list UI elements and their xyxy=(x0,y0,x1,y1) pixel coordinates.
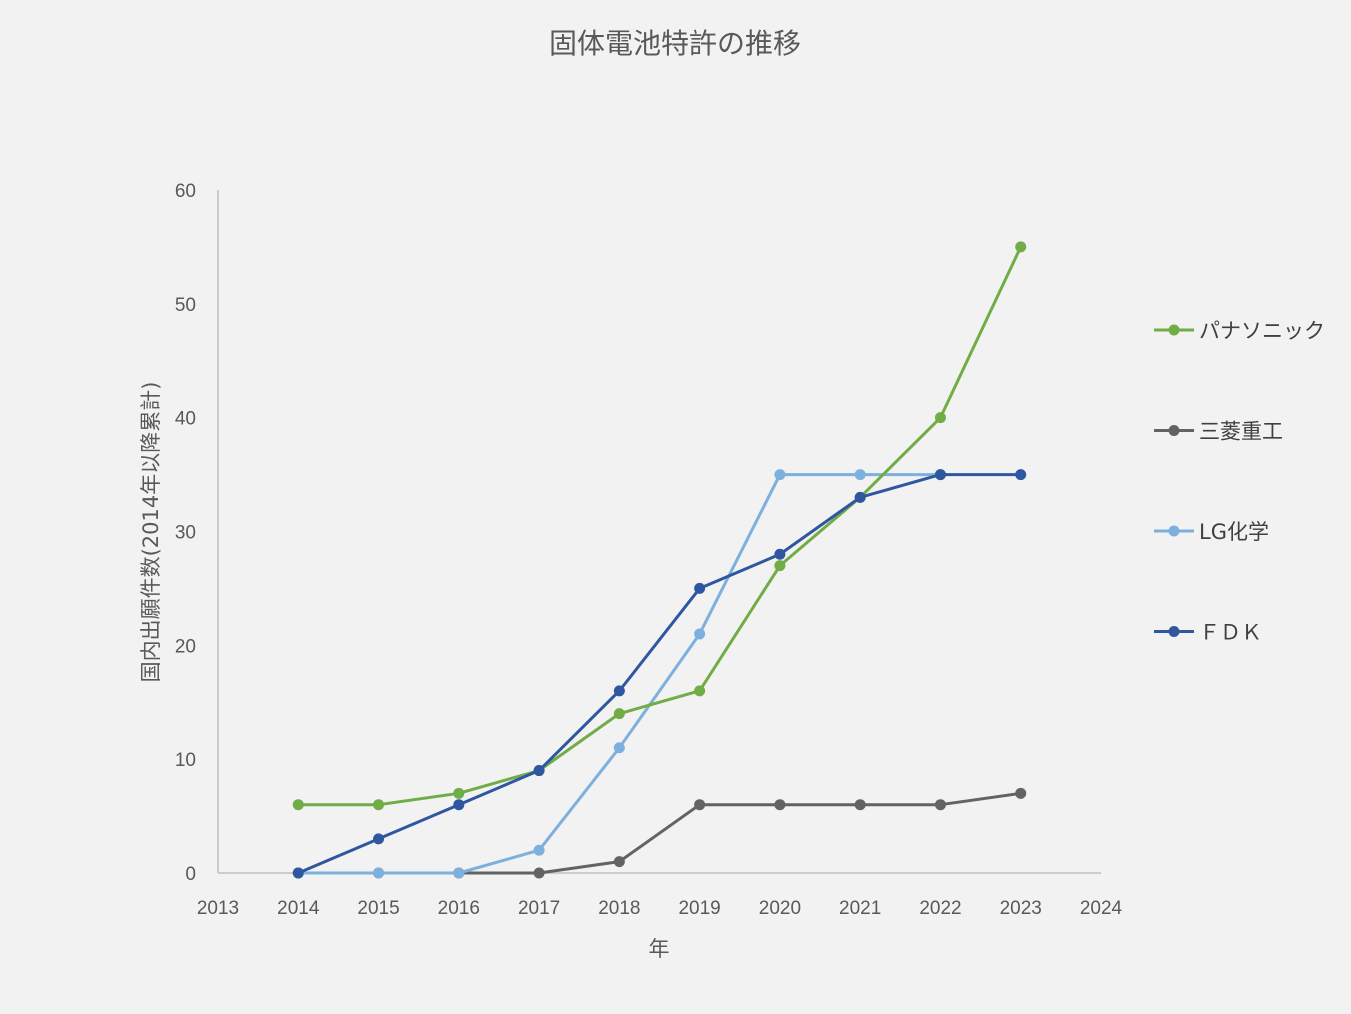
x-tick-label: 2023 xyxy=(1000,898,1042,919)
data-point xyxy=(453,787,465,799)
x-tick-label: 2016 xyxy=(438,898,480,919)
data-point xyxy=(774,548,786,560)
series-line xyxy=(297,473,1021,875)
legend-item: パナソニック xyxy=(1154,319,1325,343)
legend-label: ＦＤＫ xyxy=(1199,621,1262,645)
x-tick-label: 2018 xyxy=(598,898,640,919)
series-3 xyxy=(292,469,1027,879)
chart-title: 固体電池特許の推移 xyxy=(549,27,801,60)
data-point xyxy=(533,867,545,879)
data-point xyxy=(533,844,545,856)
y-tick-label: 60 xyxy=(175,181,196,202)
data-point xyxy=(934,412,946,424)
legend-marker xyxy=(1168,425,1180,436)
legend-label: パナソニック xyxy=(1199,319,1325,343)
data-point xyxy=(694,685,706,697)
x-tick-label: 2020 xyxy=(759,898,801,919)
series-line xyxy=(298,473,941,875)
data-point xyxy=(613,742,625,754)
y-tick-label: 10 xyxy=(175,750,196,771)
x-tick-label: 2024 xyxy=(1080,898,1123,919)
data-point xyxy=(774,560,786,572)
data-point xyxy=(934,799,946,811)
data-point xyxy=(1015,469,1027,481)
y-tick-label: 0 xyxy=(185,864,196,885)
data-point xyxy=(292,799,304,811)
data-point xyxy=(613,856,625,868)
legend-marker xyxy=(1168,525,1180,537)
data-point xyxy=(453,867,465,879)
series-line xyxy=(298,791,1021,875)
x-tick-label: 2019 xyxy=(678,898,720,919)
legend-label: 三菱重工 xyxy=(1199,420,1283,444)
data-point xyxy=(533,765,545,777)
series-2 xyxy=(292,469,946,879)
legend-item: LG化学 xyxy=(1154,520,1269,544)
data-point xyxy=(373,833,385,845)
legend-item: ＦＤＫ xyxy=(1154,621,1262,645)
series-line xyxy=(298,246,1023,807)
legend-label: LG化学 xyxy=(1199,520,1269,544)
data-point xyxy=(694,799,706,811)
x-tick-label: 2021 xyxy=(839,898,881,919)
legend-marker xyxy=(1168,324,1180,336)
data-point xyxy=(854,491,866,503)
y-tick-label: 50 xyxy=(175,295,196,316)
x-tick-label: 2014 xyxy=(277,898,320,919)
data-point xyxy=(1015,241,1027,253)
data-point xyxy=(854,799,866,811)
data-point xyxy=(1015,787,1027,799)
x-tick-label: 2013 xyxy=(197,898,239,919)
data-point xyxy=(453,799,465,811)
data-point xyxy=(694,628,706,640)
y-tick-label: 40 xyxy=(175,409,196,430)
data-point xyxy=(613,685,625,697)
data-point xyxy=(373,799,385,811)
x-tick-label: 2015 xyxy=(357,898,399,919)
y-axis-label: 国内出願件数(2014年以降累計) xyxy=(139,382,163,683)
y-tick-label: 30 xyxy=(175,523,196,544)
data-point xyxy=(694,582,706,594)
y-tick-label: 20 xyxy=(175,636,196,657)
legend-marker xyxy=(1168,626,1180,637)
data-point xyxy=(292,867,304,879)
series-0 xyxy=(292,241,1027,811)
x-tick-label: 2022 xyxy=(919,898,961,919)
data-point xyxy=(854,469,866,481)
x-axis-label: 年 xyxy=(649,937,670,961)
data-point xyxy=(613,708,625,720)
data-point xyxy=(774,469,786,481)
data-point xyxy=(774,799,786,811)
data-point xyxy=(934,469,946,481)
data-point xyxy=(373,867,385,879)
legend-item: 三菱重工 xyxy=(1154,420,1283,444)
x-tick-label: 2017 xyxy=(518,898,560,919)
